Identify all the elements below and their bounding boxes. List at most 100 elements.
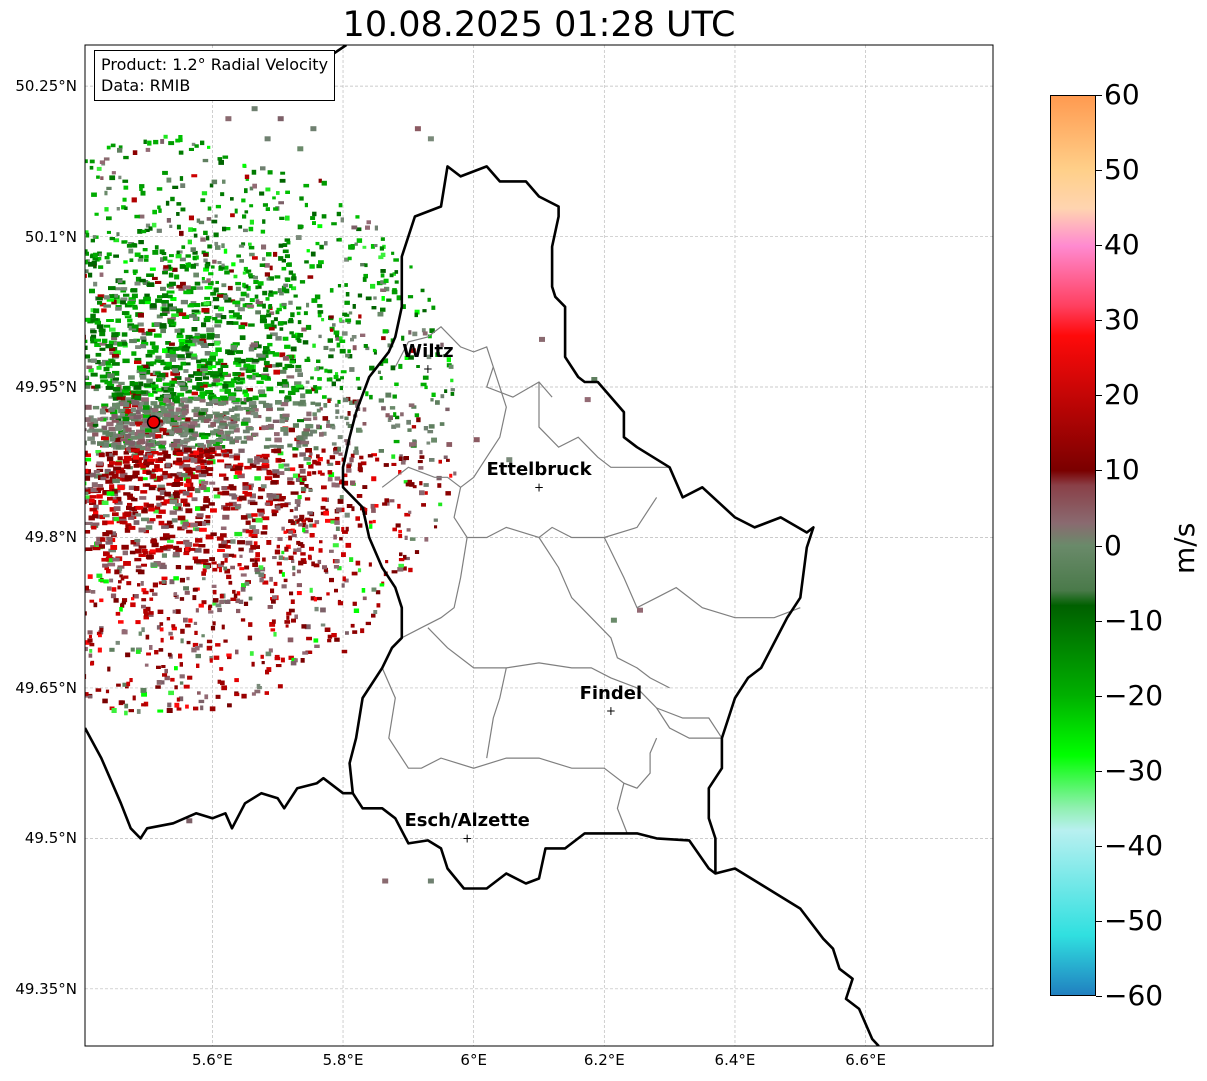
echo-pixel — [328, 472, 335, 478]
echo-pixel — [420, 288, 425, 293]
echo-pixel — [224, 265, 229, 270]
echo-pixel — [322, 395, 327, 399]
echo-pixel — [287, 262, 292, 267]
echo-pixel — [85, 495, 91, 500]
echo-pixel — [137, 312, 144, 318]
echo-pixel — [123, 402, 130, 408]
echo-pixel — [155, 548, 164, 553]
echo-pixel — [389, 415, 393, 420]
echo-pixel — [307, 554, 312, 560]
echo-pixel — [449, 473, 453, 478]
echo-pixel — [96, 514, 103, 519]
echo-pixel — [111, 171, 116, 175]
echo-pixel — [217, 491, 224, 496]
echo-pixel — [243, 406, 250, 411]
echo-pixel — [282, 243, 288, 247]
echo-pixel — [358, 467, 363, 473]
echo-pixel — [85, 230, 89, 234]
echo-pixel — [117, 565, 125, 569]
echo-pixel — [203, 487, 210, 493]
echo-pixel — [299, 280, 306, 284]
echo-pixel — [248, 245, 255, 250]
echo-pixel — [341, 527, 345, 532]
echo-pixel — [247, 458, 253, 464]
echo-pixel — [101, 403, 109, 408]
echo-pixel — [136, 435, 144, 439]
echo-pixel — [355, 560, 361, 566]
echo-pixel — [98, 253, 102, 257]
colorbar-tick-mark — [1096, 620, 1102, 622]
echo-pixel — [279, 216, 285, 220]
echo-pixel — [316, 408, 321, 413]
echo-pixel — [139, 186, 143, 191]
echo-pixel — [251, 692, 256, 696]
echo-pixel — [166, 617, 171, 621]
echo-pixel — [143, 615, 149, 620]
echo-pixel — [138, 328, 145, 333]
echo-pixel — [348, 311, 353, 315]
echo-pixel — [344, 416, 349, 421]
echo-pixel — [272, 352, 280, 357]
echo-pixel — [216, 433, 222, 437]
echo-pixel — [274, 432, 280, 437]
city-label: Ettelbruck — [486, 459, 592, 481]
echo-pixel — [282, 384, 289, 388]
echo-pixel — [178, 138, 183, 143]
echo-pixel — [225, 545, 231, 549]
echo-pixel — [175, 565, 182, 570]
echo-pixel — [145, 331, 153, 336]
echo-pixel — [162, 673, 168, 677]
echo-pixel — [184, 447, 192, 453]
echo-pixel — [144, 293, 150, 298]
echo-pixel — [318, 178, 322, 183]
echo-pixel — [279, 327, 284, 331]
echo-pixel — [99, 342, 107, 346]
echo-pixel — [213, 494, 221, 499]
canton-border-line — [453, 487, 658, 539]
echo-pixel — [207, 281, 214, 286]
echo-pixel — [219, 667, 224, 671]
echo-pixel — [334, 559, 340, 564]
echo-pixel — [111, 414, 118, 419]
echo-pixel — [221, 283, 227, 288]
echo-pixel — [226, 382, 235, 388]
echo-pixel — [248, 242, 252, 246]
echo-pixel — [132, 150, 138, 155]
echo-pixel — [118, 145, 123, 150]
echo-pixel — [110, 143, 116, 148]
echo-pixel — [132, 470, 140, 476]
echo-pixel — [311, 298, 318, 303]
echo-pixel — [266, 386, 274, 392]
echo-pixel — [123, 269, 129, 274]
echo-pixel — [399, 552, 403, 557]
echo-pixel — [167, 264, 172, 269]
echo-pixel — [146, 460, 155, 465]
echo-pixel — [282, 366, 288, 370]
echo-pixel — [145, 223, 151, 228]
echo-pixel — [185, 508, 193, 514]
echo-pixel — [160, 361, 166, 366]
echo-pixel — [241, 198, 246, 203]
echo-pixel — [109, 175, 116, 181]
echo-pixel — [438, 459, 442, 464]
echo-pixel — [317, 310, 324, 314]
echo-pixel — [247, 514, 254, 519]
echo-pixel — [214, 445, 223, 450]
echo-pixel — [207, 206, 212, 211]
echo-pixel — [234, 678, 239, 683]
echo-pixel — [103, 579, 109, 584]
echo-pixel — [270, 588, 275, 594]
echo-pixel — [243, 364, 250, 370]
echo-pixel — [281, 285, 287, 290]
echo-pixel — [421, 328, 426, 333]
echo-pixel — [85, 259, 88, 265]
echo-pixel — [234, 208, 238, 214]
echo-pixel — [414, 126, 421, 132]
echo-pixel — [169, 380, 177, 384]
echo-pixel — [372, 348, 377, 353]
echo-pixel — [210, 508, 217, 513]
echo-pixel — [199, 399, 206, 403]
echo-pixel — [262, 525, 268, 530]
echo-pixel — [252, 183, 257, 189]
